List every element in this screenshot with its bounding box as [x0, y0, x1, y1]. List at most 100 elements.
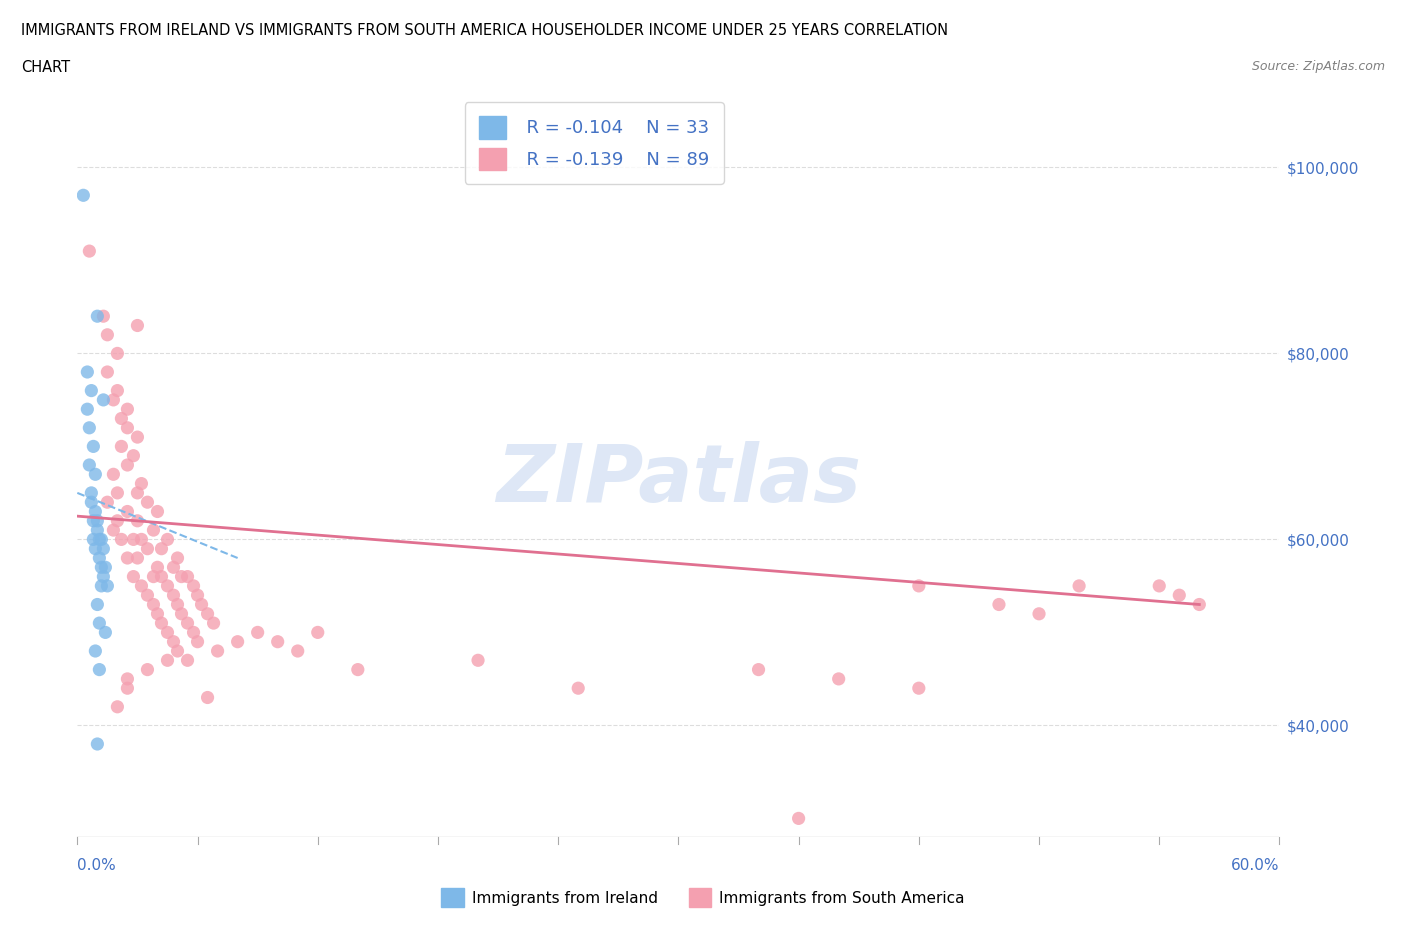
Point	[1069, 578, 1091, 593]
Point	[93, 309, 115, 324]
Point	[187, 588, 209, 603]
Point	[908, 578, 931, 593]
Point	[94, 560, 117, 575]
Legend:   R = -0.104    N = 33,   R = -0.139    N = 89: R = -0.104 N = 33, R = -0.139 N = 89	[464, 102, 724, 184]
Point	[84, 467, 107, 482]
Point	[176, 653, 198, 668]
Point	[127, 513, 149, 528]
Point	[136, 588, 159, 603]
Point	[79, 458, 101, 472]
Text: IMMIGRANTS FROM IRELAND VS IMMIGRANTS FROM SOUTH AMERICA HOUSEHOLDER INCOME UNDE: IMMIGRANTS FROM IRELAND VS IMMIGRANTS FR…	[21, 23, 948, 38]
Point	[136, 662, 159, 677]
Point	[176, 569, 198, 584]
Point	[162, 634, 184, 649]
Point	[107, 485, 129, 500]
Point	[142, 597, 165, 612]
Point	[110, 532, 132, 547]
Text: CHART: CHART	[21, 60, 70, 75]
Point	[110, 411, 132, 426]
Point	[90, 532, 112, 547]
Point	[107, 383, 129, 398]
Point	[84, 504, 107, 519]
Point	[80, 485, 103, 500]
Point	[89, 551, 111, 565]
Point	[150, 541, 173, 556]
Point	[127, 318, 149, 333]
Text: 0.0%: 0.0%	[77, 857, 117, 872]
Point	[110, 439, 132, 454]
Point	[170, 569, 193, 584]
Point	[86, 523, 108, 538]
Point	[267, 634, 290, 649]
Point	[117, 551, 139, 565]
Point	[127, 485, 149, 500]
Point	[107, 699, 129, 714]
Point	[117, 458, 139, 472]
Point	[287, 644, 309, 658]
Point	[96, 327, 118, 342]
Point	[82, 532, 104, 547]
Text: 60.0%: 60.0%	[1232, 857, 1279, 872]
Point	[988, 597, 1011, 612]
Point	[142, 523, 165, 538]
Point	[117, 671, 139, 686]
Point	[86, 309, 108, 324]
Point	[197, 606, 219, 621]
Point	[162, 588, 184, 603]
Point	[96, 495, 118, 510]
Point	[131, 532, 153, 547]
Point	[150, 569, 173, 584]
Point	[166, 551, 188, 565]
Point	[127, 430, 149, 445]
Point	[96, 578, 118, 593]
Point	[79, 244, 101, 259]
Point	[156, 578, 179, 593]
Legend: Immigrants from Ireland, Immigrants from South America: Immigrants from Ireland, Immigrants from…	[436, 883, 970, 913]
Point	[86, 513, 108, 528]
Point	[103, 392, 125, 407]
Point	[170, 606, 193, 621]
Point	[347, 662, 370, 677]
Point	[156, 532, 179, 547]
Point	[131, 578, 153, 593]
Point	[127, 551, 149, 565]
Point	[190, 597, 212, 612]
Point	[162, 560, 184, 575]
Point	[117, 504, 139, 519]
Point	[117, 402, 139, 417]
Point	[84, 644, 107, 658]
Point	[183, 625, 205, 640]
Point	[187, 634, 209, 649]
Point	[82, 439, 104, 454]
Point	[89, 532, 111, 547]
Point	[1028, 606, 1050, 621]
Point	[86, 597, 108, 612]
Point	[79, 420, 101, 435]
Point	[146, 504, 169, 519]
Point	[156, 653, 179, 668]
Point	[136, 541, 159, 556]
Point	[122, 532, 145, 547]
Point	[1168, 588, 1191, 603]
Point	[908, 681, 931, 696]
Point	[828, 671, 851, 686]
Point	[246, 625, 269, 640]
Point	[93, 569, 115, 584]
Point	[94, 625, 117, 640]
Point	[89, 662, 111, 677]
Point	[166, 597, 188, 612]
Point	[197, 690, 219, 705]
Point	[90, 578, 112, 593]
Point	[84, 541, 107, 556]
Point	[150, 616, 173, 631]
Point	[787, 811, 810, 826]
Point	[107, 513, 129, 528]
Text: Source: ZipAtlas.com: Source: ZipAtlas.com	[1251, 60, 1385, 73]
Point	[89, 616, 111, 631]
Point	[76, 402, 98, 417]
Point	[93, 541, 115, 556]
Point	[1149, 578, 1171, 593]
Point	[80, 495, 103, 510]
Point	[96, 365, 118, 379]
Point	[176, 616, 198, 631]
